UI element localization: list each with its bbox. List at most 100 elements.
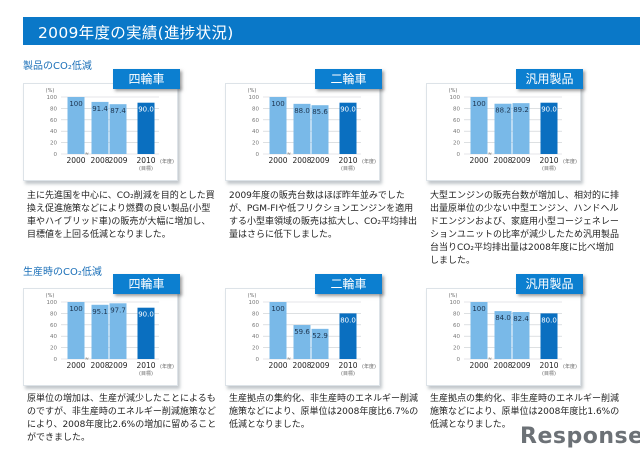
y-unit-label: (%) (46, 88, 55, 94)
bar-value-label: 84.0 (495, 314, 511, 322)
y-tick-label: 60 (50, 323, 57, 329)
x-tick-label: 2000 (66, 156, 85, 165)
bar-value-label: 95.1 (92, 308, 108, 316)
bar-value-label: 88.0 (294, 107, 310, 115)
x-tick-label: 2008 (292, 156, 311, 165)
x-tick-label: 2010 (539, 156, 558, 165)
bar-value-label: 100 (69, 100, 82, 108)
bar (91, 101, 109, 154)
bar (311, 105, 329, 154)
x-tick-label: 2008 (493, 156, 512, 165)
x-tick-label: 2000 (469, 156, 488, 165)
y-tick-label: 80 (252, 311, 259, 317)
axis-break-mark: ≈ (85, 151, 89, 157)
bar-chart: (%) 0 20 40 60 80 100 100 2000 95.1 2008 97.7 2009 90… (46, 293, 174, 377)
bar (293, 325, 311, 359)
axis-break-mark: ≈ (287, 151, 291, 157)
bar (540, 102, 558, 154)
chart-card: (%) 0 20 40 60 80 100 100 2000 59.6 2008 52.9 2009 80… (225, 288, 380, 386)
chart-description: 生産拠点の集約化、非生産時のエネルギー削減施策などにより、原単位は2008年度比… (430, 394, 620, 430)
x-unit-label: (年度) (362, 158, 376, 165)
bar (470, 302, 488, 359)
x-tick-label: 2008 (90, 156, 109, 165)
chart-card: (%) 0 20 40 60 80 100 100 2000 84.0 2008 82.4 2009 80… (426, 288, 581, 386)
bar (540, 313, 558, 359)
chart-category-tag: 四輪車 (113, 69, 180, 89)
x-tick-label: 2000 (66, 361, 85, 370)
axis-break-mark: ≈ (488, 151, 492, 157)
bar-value-label: 91.4 (92, 105, 108, 113)
bar (311, 328, 329, 359)
bar-value-label: 97.7 (110, 306, 126, 314)
chart-description: 2009年度の販売台数はほぼ昨年並みでしたが、PGM-FIや低フリクションエンジ… (229, 191, 417, 240)
chart-card: (%) 0 20 40 60 80 100 100 2000 95.1 2008 97.7 2009 90… (23, 288, 178, 386)
page-title: 2009年度の実績(進捗状況) (38, 24, 234, 42)
chart-category-tag: 汎用製品 (516, 69, 583, 89)
x-unit-label: (年度) (563, 158, 577, 165)
x-tick-label: 2008 (292, 361, 311, 370)
bar-value-label: 82.4 (513, 315, 529, 323)
y-tick-label: 0 (256, 152, 260, 158)
bar-chart: (%) 0 20 40 60 80 100 100 2000 91.4 2008 87.4 2009 90… (46, 88, 174, 172)
x-tick-label: 2008 (493, 361, 512, 370)
axis-break-mark: ≈ (488, 356, 492, 362)
x-tick-label: 2009 (511, 361, 530, 370)
bar (109, 303, 127, 359)
bar (67, 97, 85, 154)
bar (269, 302, 287, 359)
section-title-product: 製品のCO₂低減 (23, 61, 92, 72)
y-unit-label: (%) (248, 293, 257, 299)
y-tick-label: 20 (50, 141, 57, 147)
bar (339, 102, 357, 154)
bar (137, 307, 155, 359)
y-tick-label: 0 (256, 357, 260, 363)
y-tick-label: 40 (50, 129, 57, 135)
y-tick-label: 40 (453, 334, 460, 340)
y-tick-label: 0 (457, 357, 461, 363)
target-label: (目標) (139, 165, 153, 172)
bar (91, 304, 109, 359)
bar-value-label: 52.9 (312, 332, 328, 340)
y-tick-label: 100 (450, 300, 461, 306)
bar (269, 97, 287, 154)
bar-value-label: 90.0 (138, 311, 154, 319)
y-tick-label: 20 (252, 346, 259, 352)
y-tick-label: 60 (453, 118, 460, 124)
bar-value-label: 59.6 (294, 328, 310, 336)
x-unit-label: (年度) (160, 363, 174, 370)
target-label: (目標) (542, 165, 556, 172)
y-tick-label: 60 (50, 118, 57, 124)
x-tick-label: 2010 (338, 361, 357, 370)
bar-value-label: 87.4 (110, 107, 126, 115)
y-tick-label: 40 (453, 129, 460, 135)
bar-value-label: 90.0 (138, 106, 154, 114)
y-tick-label: 80 (50, 311, 57, 317)
y-tick-label: 100 (450, 95, 461, 101)
bar (293, 103, 311, 154)
x-tick-label: 2010 (338, 156, 357, 165)
y-tick-label: 60 (252, 118, 259, 124)
section-title-production: 生産時のCO₂低減 (23, 267, 102, 278)
x-tick-label: 2009 (108, 156, 127, 165)
y-tick-label: 80 (50, 106, 57, 112)
bar-chart: (%) 0 20 40 60 80 100 100 2000 88.2 2008 89.2 2009 90… (449, 88, 577, 172)
x-tick-label: 2008 (90, 361, 109, 370)
x-unit-label: (年度) (160, 158, 174, 165)
chart-category-tag: 二輪車 (315, 69, 382, 89)
chart-category-tag: 二輪車 (315, 274, 382, 294)
chart-card: (%) 0 20 40 60 80 100 100 2000 88.2 2008 89.2 2009 90… (426, 83, 581, 181)
page-header: 2009年度の実績(進捗状況) (23, 17, 640, 45)
axis-break-mark: ≈ (287, 356, 291, 362)
target-label: (目標) (341, 165, 355, 172)
y-tick-label: 100 (47, 95, 58, 101)
bar-chart: (%) 0 20 40 60 80 100 100 2000 88.0 2008 85.6 2009 90… (248, 88, 376, 172)
y-unit-label: (%) (248, 88, 257, 94)
bar-value-label: 80.0 (340, 316, 356, 324)
chart-card: (%) 0 20 40 60 80 100 100 2000 88.0 2008 85.6 2009 90… (225, 83, 380, 181)
bar-value-label: 85.6 (312, 108, 328, 116)
bar (137, 102, 155, 154)
bar (67, 302, 85, 359)
y-tick-label: 40 (50, 334, 57, 340)
bar-value-label: 100 (271, 305, 284, 313)
y-tick-label: 100 (249, 95, 260, 101)
